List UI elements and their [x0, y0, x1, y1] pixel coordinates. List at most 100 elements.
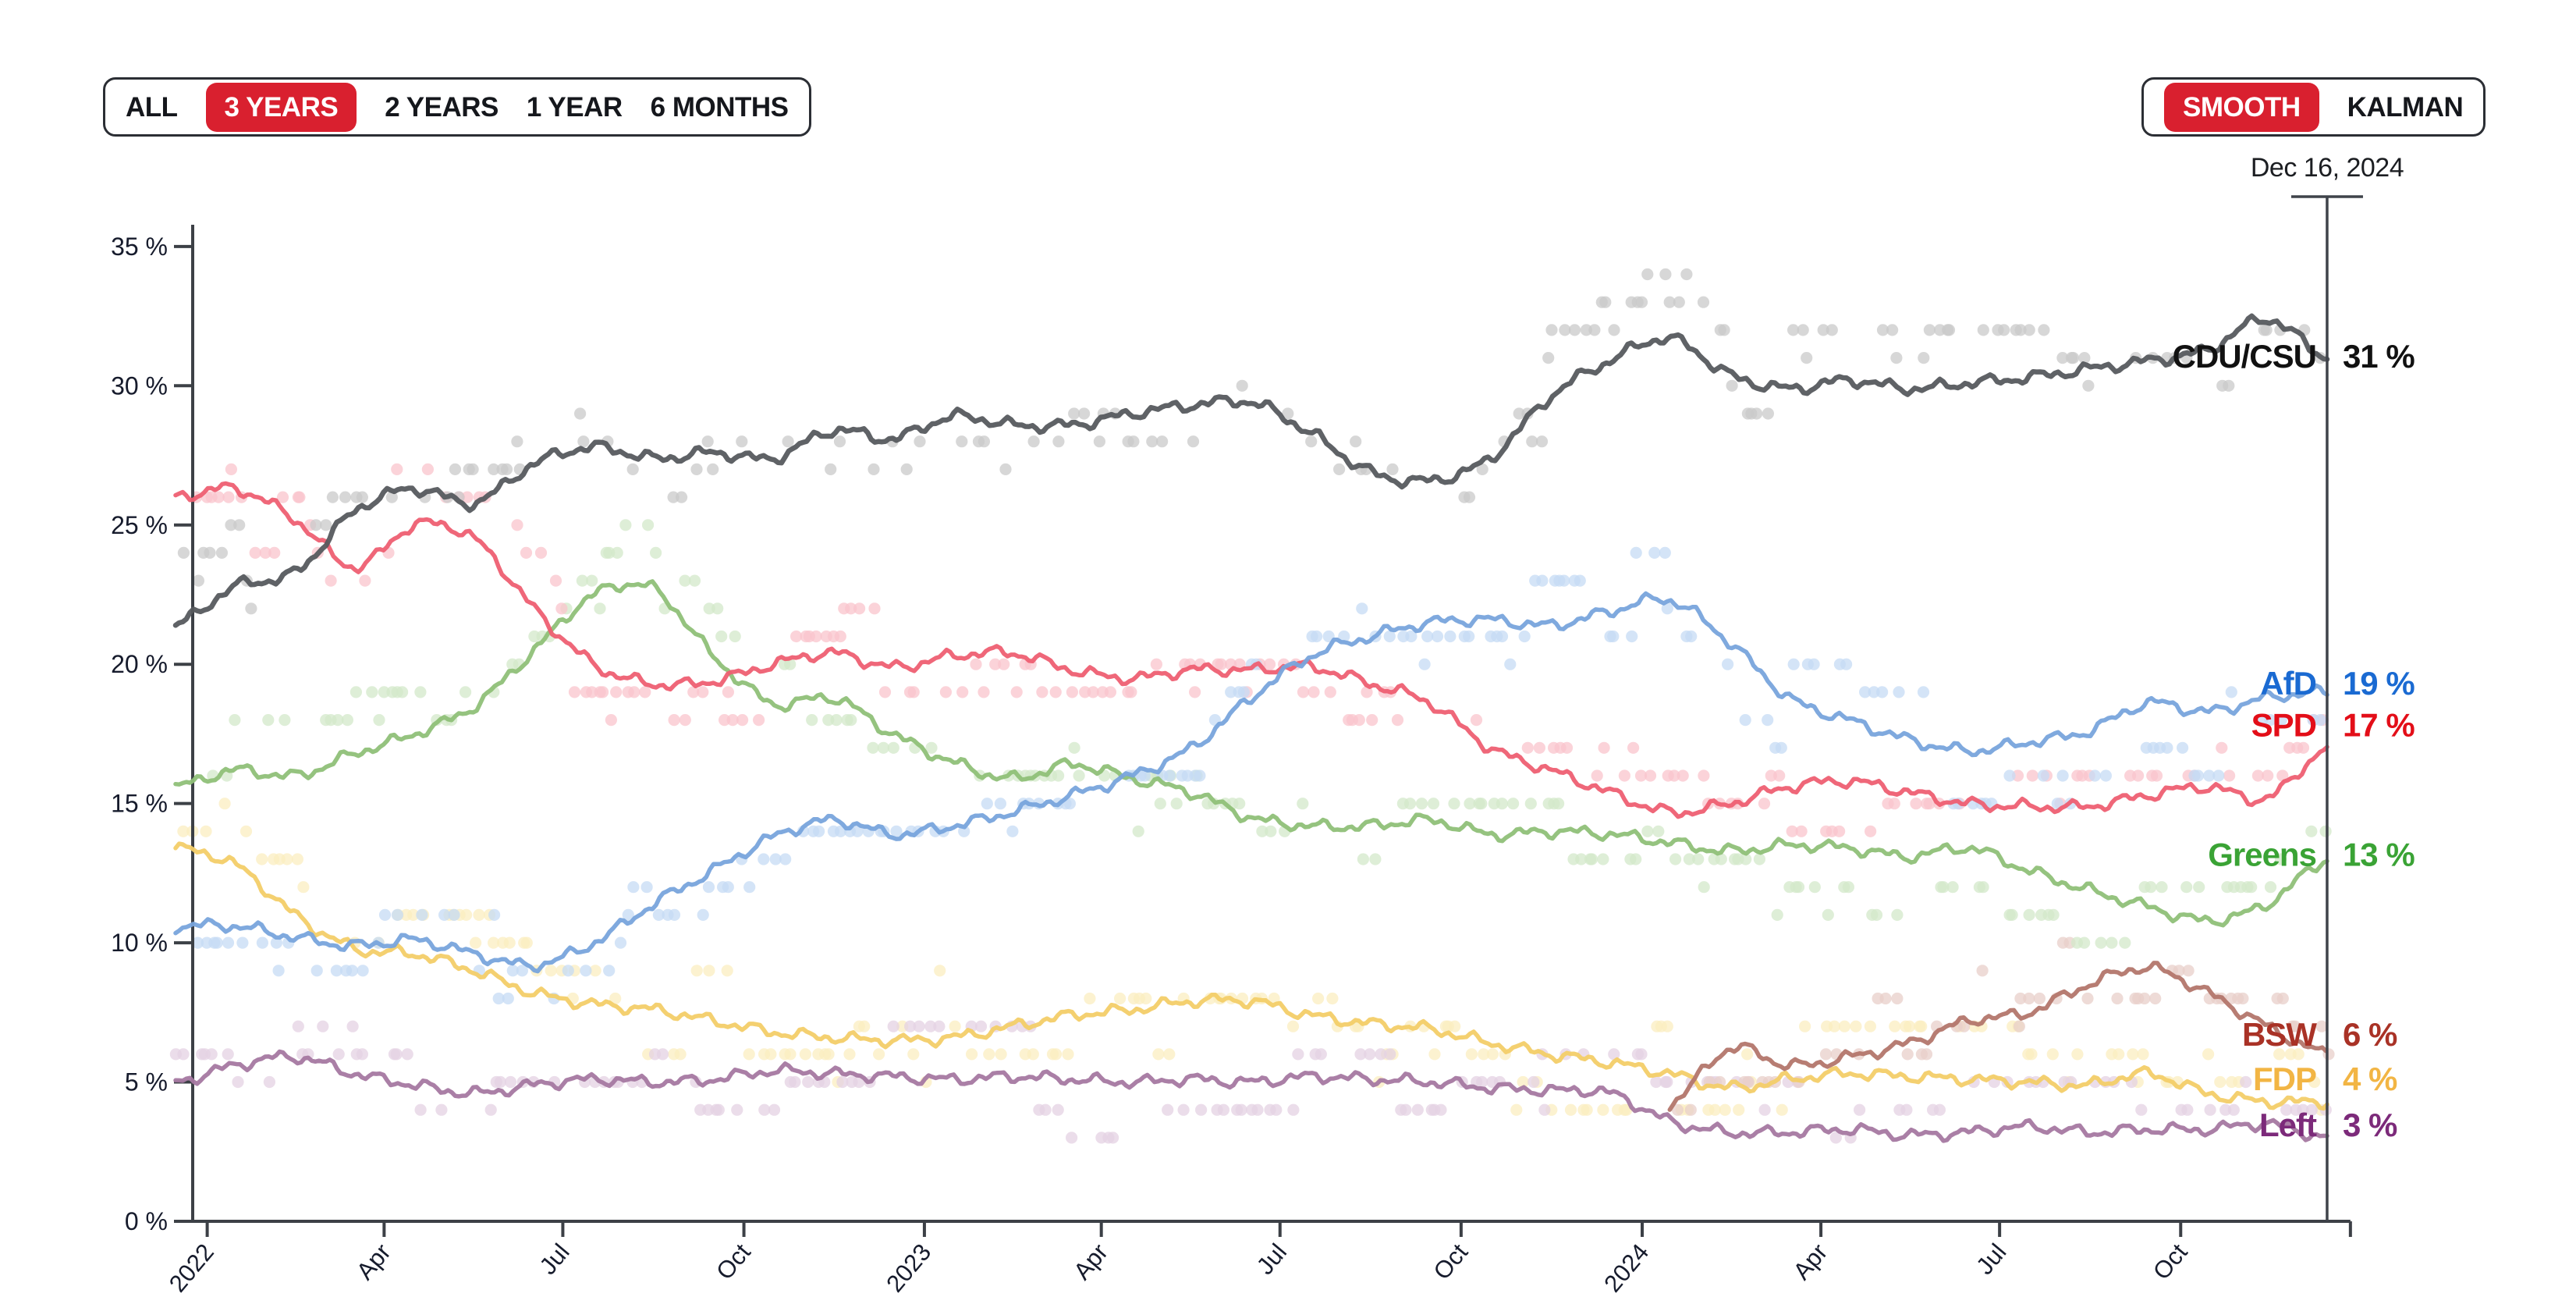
poll-dot-left	[346, 1020, 359, 1032]
poll-dot-cdu-csu	[245, 602, 257, 615]
poll-dot-afd	[1536, 574, 1549, 587]
range-button-all[interactable]: ALL	[126, 91, 178, 123]
poll-dot-left	[1107, 1132, 1119, 1144]
poll-dot-spd	[212, 491, 225, 503]
poll-dot-spd	[2262, 769, 2274, 782]
poll-dot-cdu-csu	[1282, 407, 1294, 420]
poll-dot-cdu-csu	[1726, 379, 1738, 392]
poll-dot-cdu-csu	[1559, 324, 1571, 336]
poll-dot-spd	[1079, 686, 1091, 698]
poll-dot-fdp	[1286, 1020, 1300, 1032]
poll-dot-greens	[1946, 881, 1959, 894]
poll-dot-left	[656, 1048, 669, 1061]
poll-dot-spd	[461, 491, 474, 503]
poll-dot-left	[1292, 1048, 1304, 1061]
poll-dot-left	[401, 1048, 413, 1061]
poll-dot-cdu-csu	[577, 435, 590, 448]
range-button-1-year[interactable]: 1 YEAR	[526, 91, 623, 123]
party-label-left: Left	[2259, 1107, 2317, 1143]
poll-dot-cdu-csu	[204, 546, 216, 560]
poll-dot-cdu-csu	[1762, 407, 1774, 420]
poll-dot-fdp	[2214, 1075, 2227, 1089]
poll-dot-fdp	[1564, 1103, 1577, 1116]
poll-dot-fdp	[1449, 1020, 1461, 1032]
poll-dot-greens	[459, 686, 472, 698]
poll-dot-bsw	[1976, 965, 1989, 977]
poll-dot-afd	[640, 881, 653, 894]
poll-dot-fdp	[690, 965, 703, 977]
poll-dot-left	[836, 1075, 849, 1089]
poll-dot-cdu-csu	[1977, 324, 1989, 336]
poll-dot-spd	[628, 686, 640, 698]
mode-button-kalman[interactable]: KALMAN	[2347, 91, 2464, 123]
poll-dot-cdu-csu	[825, 463, 837, 476]
poll-dot-fdp	[589, 965, 601, 977]
poll-dot-left	[2280, 1103, 2293, 1116]
poll-dot-afd	[2056, 769, 2069, 782]
poll-dot-cdu-csu	[1568, 324, 1581, 336]
range-button-3-years[interactable]: 3 YEARS	[205, 82, 357, 132]
party-value-left: 3 %	[2343, 1107, 2397, 1143]
poll-dot-afd	[506, 965, 519, 977]
poll-dot-fdp	[1915, 1020, 1928, 1032]
poll-dot-spd	[1353, 714, 1365, 727]
poll-dot-left	[1162, 1103, 1174, 1116]
poll-dot-greens	[688, 574, 701, 587]
poll-dot-cdu-csu	[2014, 324, 2027, 336]
mode-button-smooth[interactable]: SMOOTH	[2164, 82, 2319, 132]
poll-dot-greens	[1357, 853, 1369, 865]
poll-dot-cdu-csu	[701, 435, 714, 448]
poll-dot-greens	[1842, 881, 1854, 894]
poll-dot-greens	[2274, 853, 2287, 865]
poll-dot-cdu-csu	[1333, 463, 1346, 476]
poll-dot-spd	[1361, 686, 1373, 698]
poll-dot-left	[1052, 1103, 1064, 1116]
poll-dot-left	[2227, 1103, 2240, 1116]
poll-dot-afd	[813, 825, 825, 837]
range-button-6-months[interactable]: 6 MONTHS	[650, 91, 789, 123]
poll-dot-afd	[981, 798, 993, 810]
poll-dot-left	[1287, 1103, 1300, 1116]
poll-dot-bsw	[1920, 1048, 1933, 1061]
poll-dot-cdu-csu	[1680, 268, 1693, 281]
poll-dot-greens	[262, 714, 275, 727]
poll-dot-greens	[1977, 881, 1989, 894]
poll-dot-spd	[1066, 686, 1078, 698]
party-value-afd: 19 %	[2343, 665, 2415, 702]
poll-dot-spd	[1036, 686, 1048, 698]
poll-dot-afd	[2264, 714, 2276, 727]
poll-dot-afd	[1418, 658, 1431, 670]
poll-dot-left	[2305, 1103, 2318, 1116]
poll-dot-fdp	[1517, 1075, 1529, 1089]
poll-dot-afd	[652, 908, 665, 921]
poll-dot-fdp	[1741, 1048, 1754, 1061]
poll-dot-spd	[276, 491, 289, 503]
poll-dot-afd	[1762, 714, 1774, 727]
poll-dot-greens	[1891, 908, 1904, 921]
poll-dot-left	[2135, 1103, 2148, 1116]
poll-dot-afd	[779, 853, 792, 865]
poll-dot-spd	[679, 714, 691, 727]
poll-dot-greens	[1937, 881, 1950, 894]
poll-dot-cdu-csu	[1542, 352, 1555, 364]
poll-dot-greens	[1698, 881, 1710, 894]
poll-dot-left	[1661, 1075, 1673, 1089]
date-cursor[interactable]	[2290, 195, 2363, 1221]
poll-dot-afd	[378, 908, 392, 921]
poll-dot-afd	[1356, 602, 1368, 615]
poll-dot-greens	[1233, 798, 1246, 810]
range-button-2-years[interactable]: 2 YEARS	[385, 91, 499, 123]
poll-dot-fdp	[177, 825, 190, 837]
poll-dot-afd	[502, 992, 514, 1005]
poll-dot-afd	[1518, 630, 1531, 643]
poll-dot-spd	[790, 630, 803, 643]
poll-dot-fdp	[1903, 1020, 1916, 1032]
poll-dot-spd	[511, 519, 523, 531]
poll-dot-cdu-csu	[310, 519, 322, 531]
poll-dot-cdu-csu	[339, 491, 352, 503]
poll-dot-afd	[391, 908, 403, 921]
poll-dot-greens	[229, 714, 241, 727]
poll-dot-spd	[1533, 741, 1545, 754]
poll-dot-greens	[1822, 908, 1834, 921]
